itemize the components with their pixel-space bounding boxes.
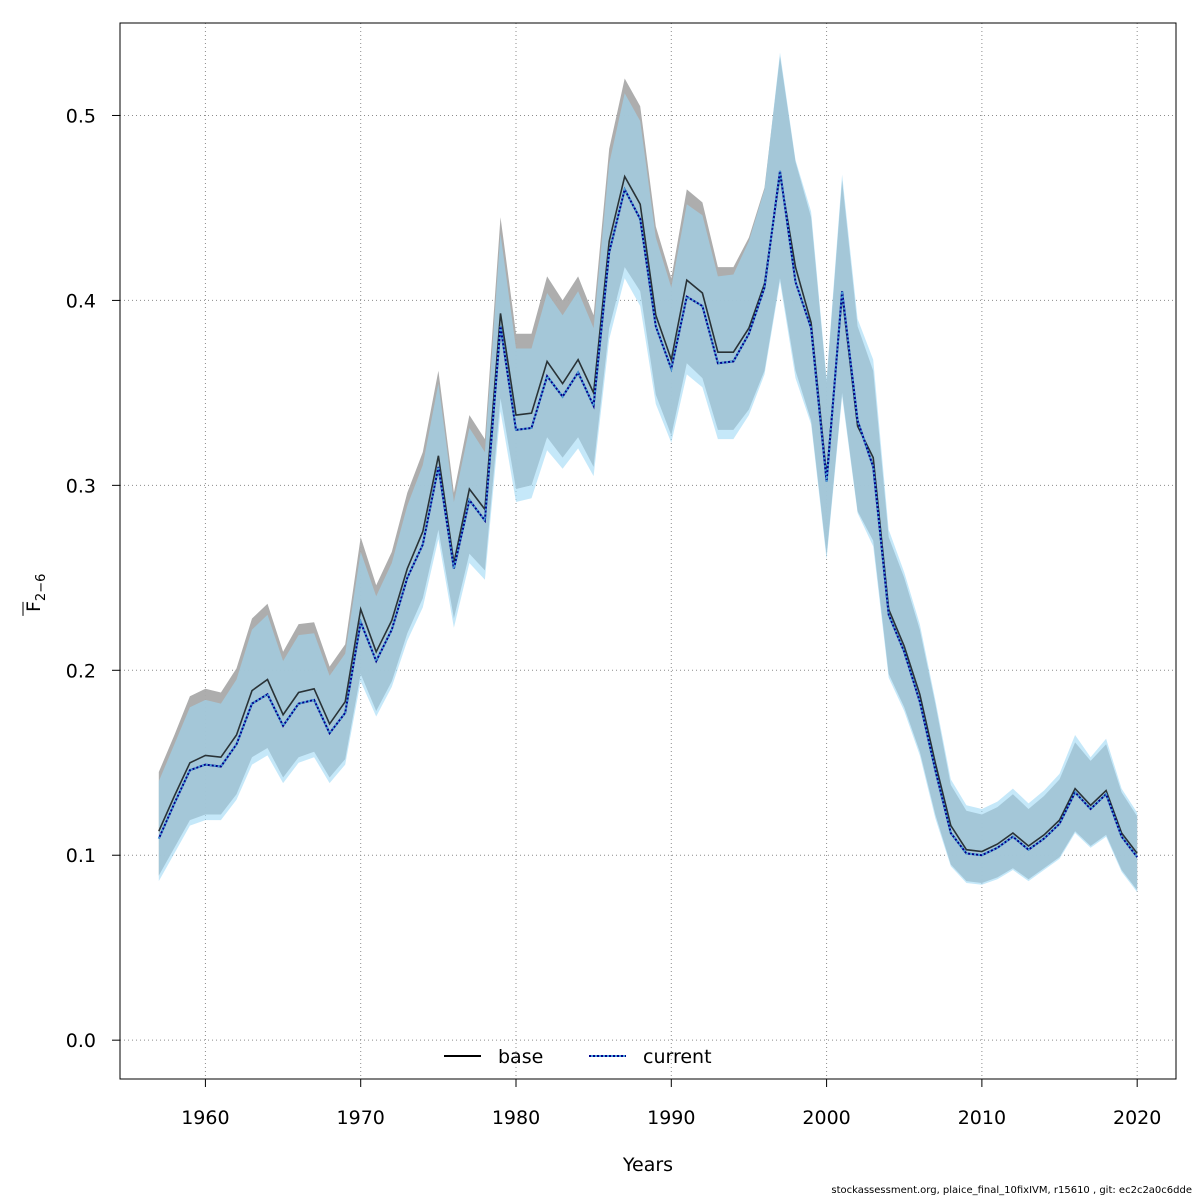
x-tick-label-2020: 2020 (1113, 1107, 1161, 1129)
y-axis-title: F2−6 (22, 574, 49, 616)
line-base (158, 174, 1138, 854)
y-tick-label-3: 0.3 (66, 475, 96, 497)
x-tick-label-1970: 1970 (337, 1107, 385, 1129)
legend-label-current: current (643, 1046, 712, 1068)
legend: base current (444, 1046, 712, 1068)
y-axis-title-subscript: 2−6 (34, 574, 49, 601)
y-axis: 0.0 0.1 0.2 0.3 0.4 0.5 (66, 105, 121, 1052)
y-tick-label-5: 0.5 (66, 105, 96, 127)
x-axis-title: Years (622, 1154, 673, 1176)
line-current-dash (157, 170, 1138, 858)
y-tick-label-0: 0.0 (66, 1030, 96, 1052)
y-tick-label-4: 0.4 (66, 290, 96, 312)
svg-text:F2−6: F2−6 (23, 574, 49, 612)
x-tick-label-2000: 2000 (802, 1107, 850, 1129)
legend-label-base: base (498, 1046, 543, 1068)
x-tick-label-1980: 1980 (492, 1107, 540, 1129)
footer-note: stockassessment.org, plaice_final_10fixI… (831, 1185, 1192, 1196)
x-tick-label-2010: 2010 (958, 1107, 1006, 1129)
y-axis-title-main: F (23, 601, 45, 612)
band-current (158, 52, 1138, 893)
confidence-bands (158, 52, 1138, 893)
y-tick-label-2: 0.2 (66, 660, 96, 682)
series-lines (157, 170, 1138, 858)
x-axis: 1960 1970 1980 1990 2000 2010 2020 (181, 1078, 1161, 1129)
x-tick-label-1990: 1990 (647, 1107, 695, 1129)
y-tick-label-1: 0.1 (66, 845, 96, 867)
x-tick-label-1960: 1960 (181, 1107, 229, 1129)
